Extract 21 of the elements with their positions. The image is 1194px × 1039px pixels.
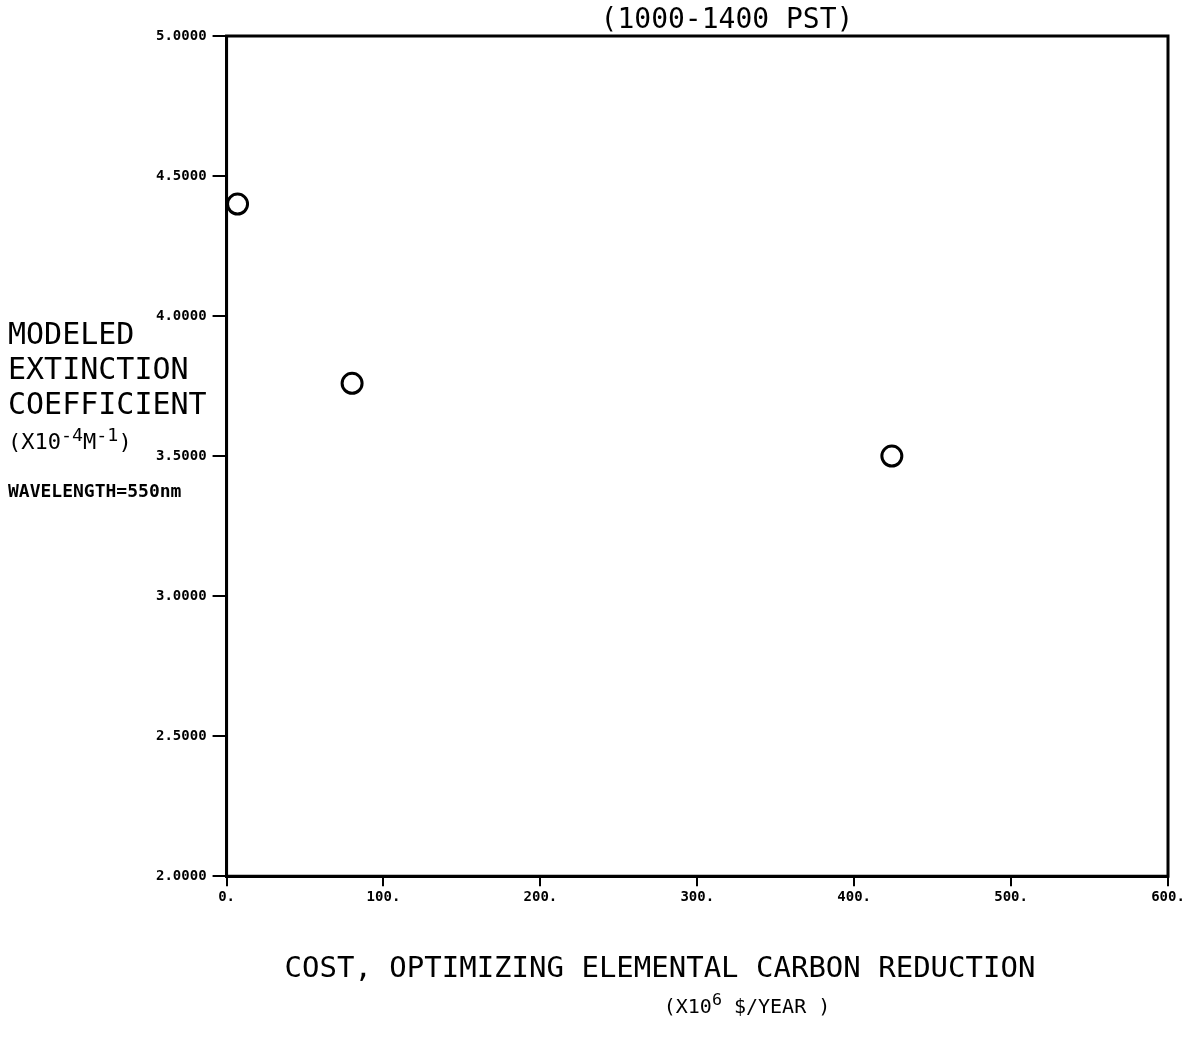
point [880, 444, 904, 468]
text: (X10$^{-4}$M$^{-1}$) [8, 424, 132, 455]
x-axis-title: COST, OPTIMIZING ELEMENTAL CARBON REDUCTION [283, 950, 1037, 984]
x-tick-label: 600. [1151, 888, 1185, 905]
x-tick-label: 300. [680, 888, 715, 905]
y-tick-label: 4.5000 [155, 166, 207, 183]
text: WAVELENGTH=550nm [8, 480, 182, 501]
y-tick-label: 3.5000 [155, 446, 207, 463]
x-tick-label: 100. [366, 888, 401, 905]
y-tick-label: 5.0000 [155, 26, 207, 43]
text: (X10$^{6}$ $/YEAR ) [662, 990, 832, 1018]
point [340, 371, 364, 395]
y-tick-label: 2.5000 [155, 726, 207, 743]
x-tick-label: 200. [523, 888, 558, 905]
y-tick-label: 3.0000 [155, 586, 207, 603]
chart-title: (1000-1400 PST) [599, 2, 855, 35]
point [226, 192, 250, 216]
x-tick-label: 400. [837, 888, 872, 905]
x-tick-label: 500. [994, 888, 1028, 905]
x-tick-label: 0. [218, 888, 235, 905]
y-tick-label: 2.0000 [155, 866, 207, 883]
